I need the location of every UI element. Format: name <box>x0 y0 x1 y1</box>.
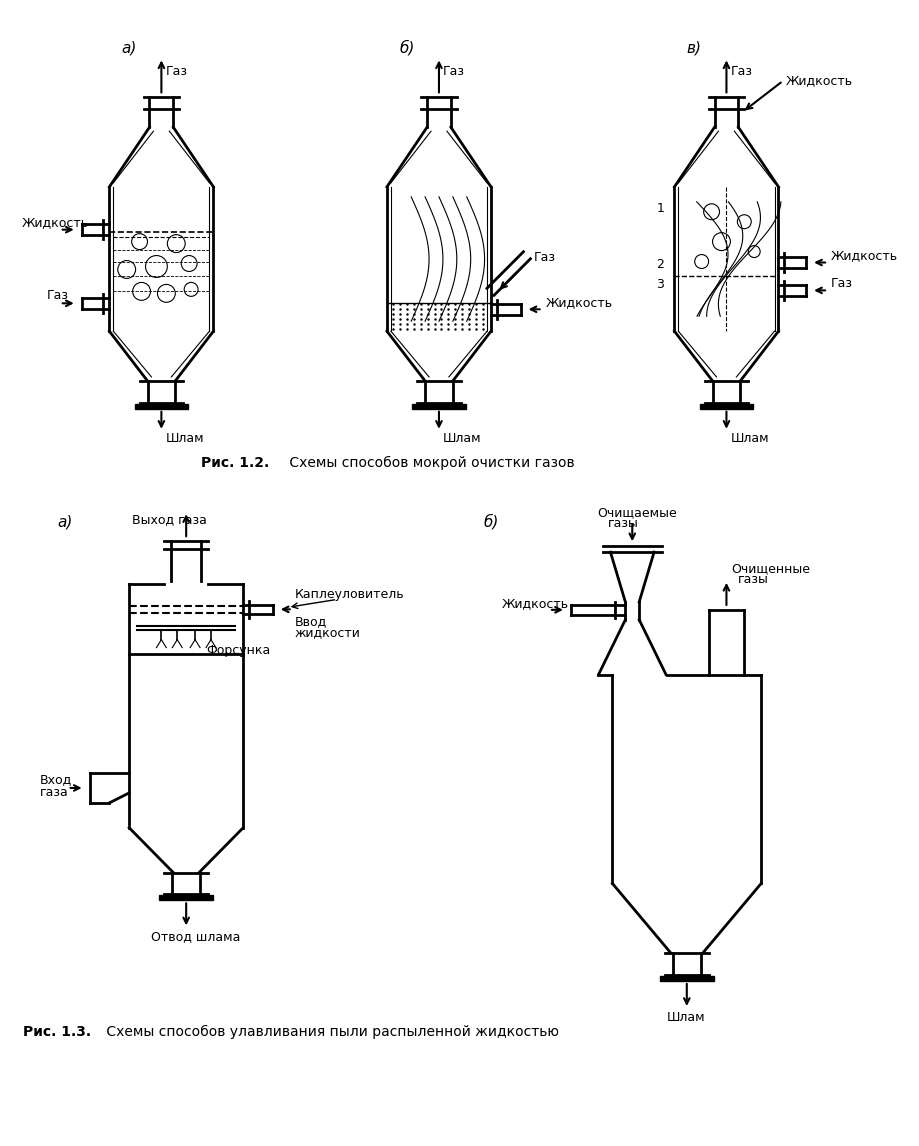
Polygon shape <box>413 403 466 409</box>
Text: Шлам: Шлам <box>667 1011 706 1023</box>
Text: Жидкость: Жидкость <box>546 297 613 309</box>
Text: Жидкость: Жидкость <box>502 597 569 610</box>
Text: 1: 1 <box>656 202 664 214</box>
Text: Газ: Газ <box>47 289 69 303</box>
Text: б): б) <box>483 513 499 529</box>
Text: Шлам: Шлам <box>165 432 204 445</box>
Polygon shape <box>159 895 213 901</box>
Text: 2: 2 <box>656 259 664 272</box>
Text: газа: газа <box>40 786 69 799</box>
Text: а): а) <box>57 515 73 529</box>
Text: Ввод: Ввод <box>295 614 327 628</box>
Polygon shape <box>699 403 754 409</box>
Text: 3: 3 <box>656 278 664 291</box>
Text: Газ: Газ <box>731 65 753 78</box>
Text: Форсунка: Форсунка <box>206 644 270 657</box>
Text: Жидкость: Жидкость <box>22 215 89 229</box>
Text: Очищенные: Очищенные <box>732 562 811 575</box>
Text: жидкости: жидкости <box>295 626 360 638</box>
Text: Газ: Газ <box>443 65 465 78</box>
Text: Схемы способов мокрой очистки газов: Схемы способов мокрой очистки газов <box>285 455 575 470</box>
Text: Вход: Вход <box>40 774 73 786</box>
Text: Газ: Газ <box>533 251 555 264</box>
Text: газы: газы <box>607 517 639 531</box>
Text: в): в) <box>686 40 702 55</box>
Text: Рис. 1.3.: Рис. 1.3. <box>23 1025 91 1038</box>
Text: газы: газы <box>738 573 769 586</box>
Text: а): а) <box>121 40 137 55</box>
Text: Шлам: Шлам <box>443 432 482 445</box>
Text: Очищаемые: Очищаемые <box>597 507 677 519</box>
Polygon shape <box>660 976 713 981</box>
Text: Отвод шлама: Отвод шлама <box>152 931 241 943</box>
Text: б): б) <box>400 40 414 55</box>
Text: Рис. 1.2.: Рис. 1.2. <box>201 455 269 470</box>
Text: Газ: Газ <box>831 277 853 290</box>
Text: Газ: Газ <box>165 65 187 78</box>
Text: Каплеуловитель: Каплеуловитель <box>295 588 404 601</box>
Text: Шлам: Шлам <box>731 432 769 445</box>
Polygon shape <box>134 403 188 409</box>
Text: Жидкость: Жидкость <box>786 73 853 87</box>
Text: Схемы способов улавливания пыли распыленной жидкостью: Схемы способов улавливания пыли распылен… <box>102 1025 559 1038</box>
Text: Жидкость: Жидкость <box>831 250 898 262</box>
Text: Выход газа: Выход газа <box>131 513 207 526</box>
